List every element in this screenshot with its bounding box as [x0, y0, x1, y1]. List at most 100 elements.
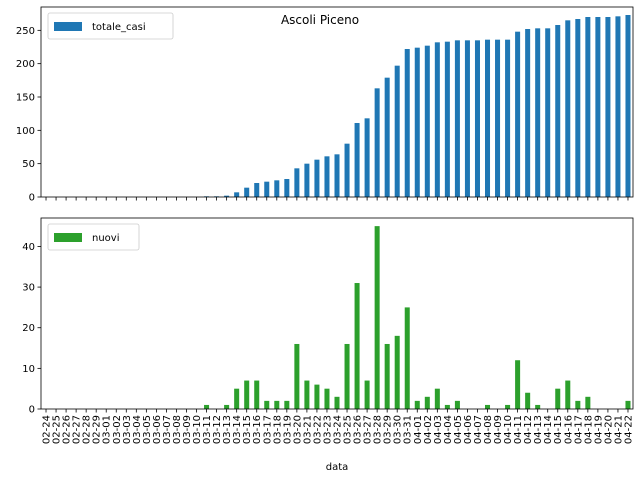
y-tick-label-20: 20 [22, 323, 35, 334]
bar-totale_casi-03-23 [324, 156, 330, 197]
bar-nuovi-04-22 [625, 400, 631, 409]
bar-totale_casi-04-20 [605, 17, 611, 197]
bar-totale_casi-03-29 [384, 77, 390, 197]
bar-totale_casi-03-25 [344, 143, 350, 197]
x-tick-label-04-14: 04-14 [543, 415, 554, 444]
x-tick-label-04-02: 04-02 [423, 415, 434, 444]
legend-swatch-totale_casi [54, 22, 82, 31]
bar-totale_casi-04-09 [495, 39, 501, 197]
bar-totale_casi-04-14 [545, 28, 551, 197]
bar-nuovi-03-29 [384, 343, 390, 409]
bar-nuovi-04-16 [565, 380, 571, 409]
bar-nuovi-03-21 [304, 380, 310, 409]
bar-totale_casi-04-13 [535, 28, 541, 197]
x-tick-label-04-06: 04-06 [463, 415, 474, 444]
x-tick-label-04-17: 04-17 [573, 415, 584, 444]
y-tick-label-30: 30 [22, 283, 35, 294]
bar-nuovi-04-15 [555, 388, 561, 409]
bar-totale_casi-03-30 [394, 65, 400, 197]
x-tick-label-04-11: 04-11 [513, 415, 524, 444]
x-tick-label-03-25: 03-25 [343, 415, 354, 444]
bar-totale_casi-04-04 [444, 41, 450, 197]
bar-nuovi-04-13 [535, 404, 541, 409]
bar-totale_casi-04-02 [424, 45, 430, 197]
x-tick-label-03-27: 03-27 [363, 415, 374, 444]
bar-nuovi-03-25 [344, 343, 350, 409]
x-tick-label-04-13: 04-13 [533, 415, 544, 444]
bar-totale_casi-03-19 [284, 179, 290, 197]
x-tick-label-04-19: 04-19 [593, 415, 604, 444]
bar-nuovi-03-31 [404, 307, 410, 409]
bar-nuovi-04-05 [454, 400, 460, 409]
x-tick-label-03-29: 03-29 [383, 415, 394, 444]
bar-nuovi-03-23 [324, 388, 330, 409]
x-tick-label-02-28: 02-28 [82, 415, 93, 444]
x-tick-label-02-27: 02-27 [72, 415, 83, 444]
bar-totale_casi-03-13 [224, 195, 230, 197]
bar-totale_casi-04-19 [595, 17, 601, 197]
x-tick-label-03-08: 03-08 [172, 415, 183, 444]
legend-label-nuovi: nuovi [92, 233, 120, 244]
bar-totale_casi-03-28 [374, 88, 380, 197]
bar-nuovi-04-01 [414, 400, 420, 409]
x-tick-label-04-03: 04-03 [433, 415, 444, 444]
x-tick-label-03-06: 03-06 [152, 415, 163, 444]
bar-totale_casi-04-11 [515, 31, 521, 198]
y-tick-label-0: 0 [29, 193, 35, 204]
x-tick-label-04-20: 04-20 [603, 415, 614, 444]
x-tick-label-03-02: 03-02 [112, 415, 123, 444]
bar-totale_casi-03-16 [254, 183, 260, 197]
x-tick-label-03-16: 03-16 [252, 415, 263, 444]
bar-nuovi-03-19 [284, 400, 290, 409]
x-tick-label-02-29: 02-29 [92, 415, 103, 444]
x-tick-label-02-26: 02-26 [62, 415, 73, 444]
y-tick-label-0: 0 [29, 405, 35, 416]
x-tick-label-04-16: 04-16 [563, 415, 574, 444]
legend-label-totale_casi: totale_casi [92, 22, 146, 33]
x-tick-label-03-15: 03-15 [242, 415, 253, 444]
x-tick-label-03-03: 03-03 [122, 415, 133, 444]
x-tick-label-03-31: 03-31 [403, 415, 414, 444]
x-tick-label-03-01: 03-01 [102, 415, 113, 444]
x-tick-label-03-21: 03-21 [302, 415, 313, 444]
bar-nuovi-03-11 [204, 404, 210, 409]
bar-nuovi-04-17 [575, 400, 581, 409]
y-tick-label-10: 10 [22, 364, 35, 375]
bar-totale_casi-04-10 [505, 39, 511, 197]
x-tick-label-03-04: 03-04 [132, 415, 143, 444]
y-tick-label-50: 50 [22, 159, 35, 170]
y-tick-label-150: 150 [16, 93, 35, 104]
bar-totale_casi-03-17 [264, 181, 270, 197]
x-tick-label-03-22: 03-22 [312, 415, 323, 444]
x-tick-label-03-28: 03-28 [373, 415, 384, 444]
bar-totale_casi-04-01 [414, 47, 420, 197]
bar-nuovi-04-04 [444, 404, 450, 409]
bar-nuovi-03-30 [394, 335, 400, 409]
bar-nuovi-03-24 [334, 396, 340, 409]
y-tick-label-250: 250 [16, 26, 35, 37]
bar-totale_casi-04-08 [485, 39, 491, 197]
bar-totale_casi-04-05 [454, 40, 460, 197]
bar-totale_casi-03-31 [404, 49, 410, 197]
legend-box-1 [47, 12, 174, 40]
x-tick-label-02-24: 02-24 [42, 415, 53, 444]
chart-title: Ascoli Piceno [281, 13, 359, 27]
bar-totale_casi-04-18 [585, 17, 591, 197]
legend-swatch-nuovi [54, 233, 82, 242]
bar-nuovi-03-27 [364, 380, 370, 409]
bar-totale_casi-03-22 [314, 159, 320, 197]
bar-totale_casi-03-18 [274, 180, 280, 197]
bar-nuovi-04-02 [424, 396, 430, 409]
bar-totale_casi-04-16 [565, 20, 571, 197]
bar-nuovi-03-16 [254, 380, 260, 409]
x-tick-label-04-01: 04-01 [413, 415, 424, 444]
x-tick-label-03-10: 03-10 [192, 415, 203, 444]
x-tick-label-03-18: 03-18 [272, 415, 283, 444]
bar-nuovi-04-03 [434, 388, 440, 409]
bar-totale_casi-04-15 [555, 25, 561, 197]
x-tick-label-04-05: 04-05 [453, 415, 464, 444]
bar-totale_casi-04-03 [434, 42, 440, 197]
bar-totale_casi-03-20 [294, 168, 300, 197]
bar-nuovi-04-10 [505, 404, 511, 409]
x-tick-label-03-07: 03-07 [162, 415, 173, 444]
